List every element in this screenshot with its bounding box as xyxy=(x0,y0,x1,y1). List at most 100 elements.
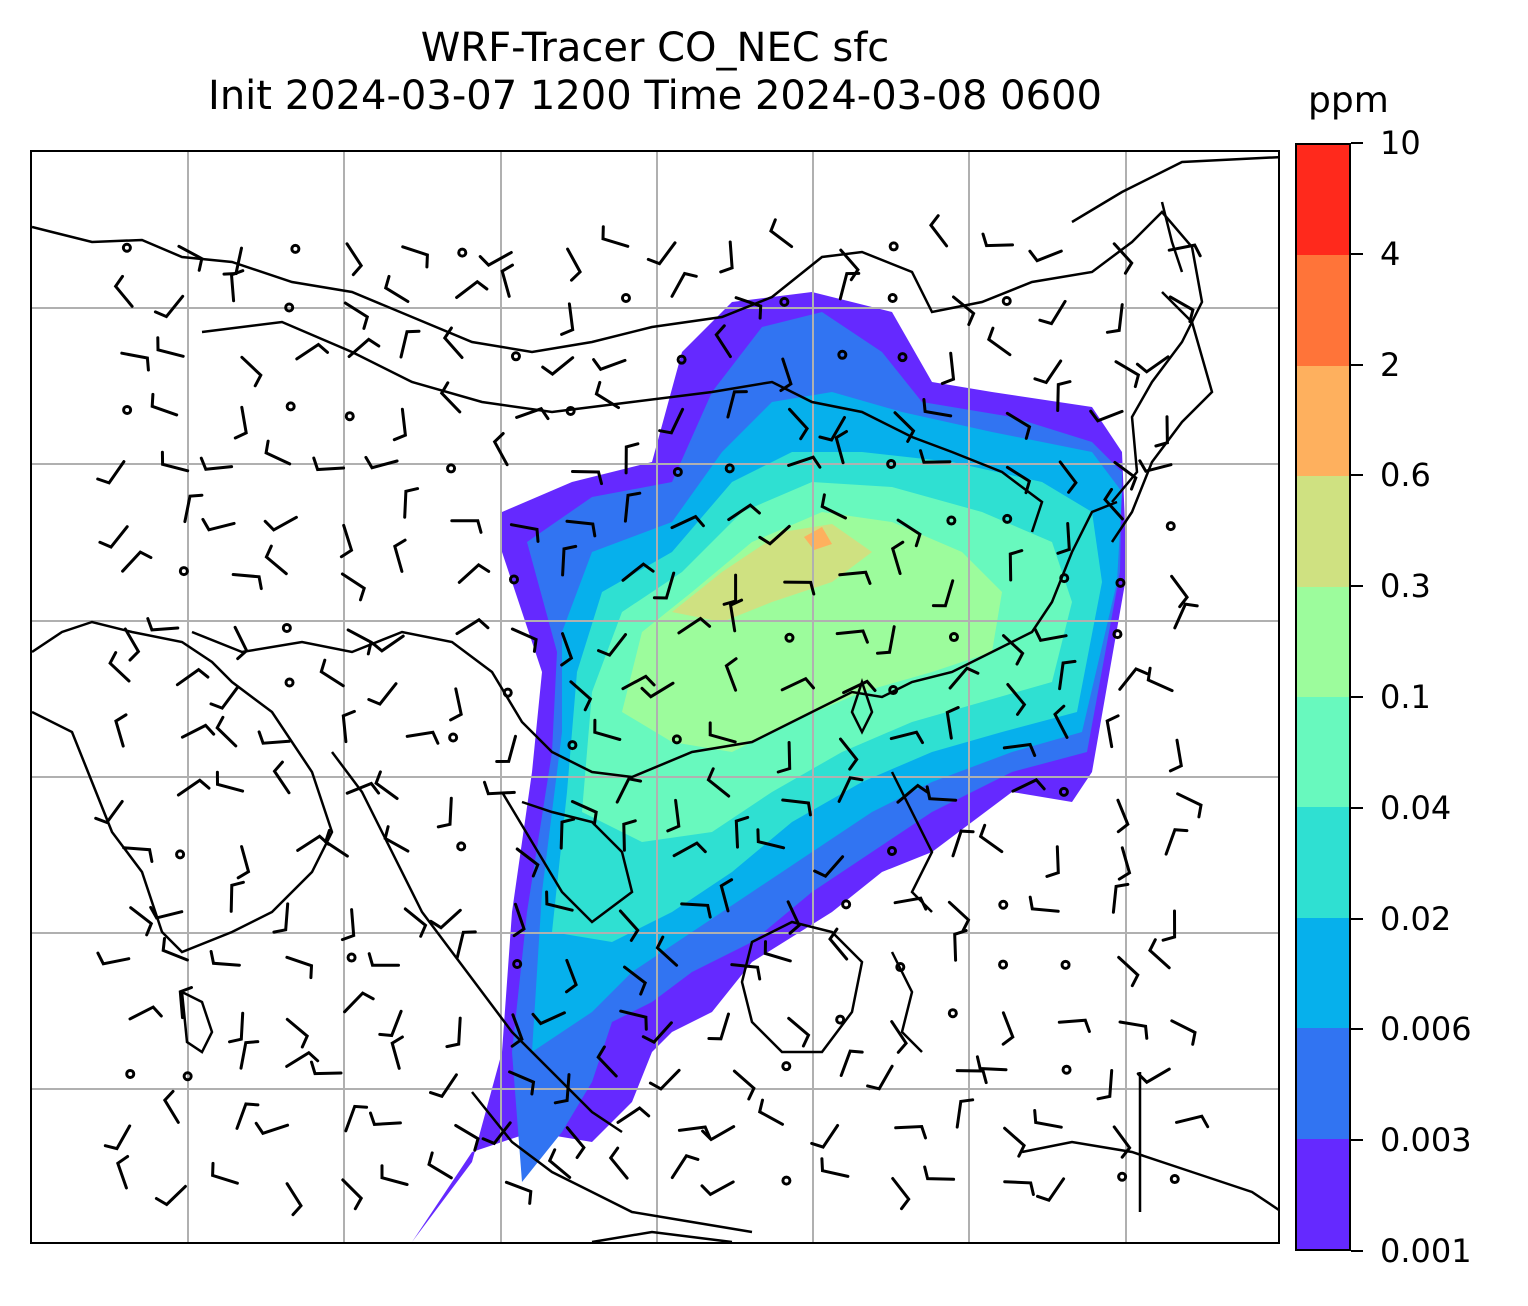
wind-barb xyxy=(231,573,263,591)
colorbar-tick xyxy=(1351,363,1363,366)
wind-barb xyxy=(1033,1109,1063,1129)
wind-barb xyxy=(838,570,872,585)
wind-barb xyxy=(454,1123,480,1152)
coastline-taiwan xyxy=(850,678,874,735)
calm-wind-marker xyxy=(835,1014,846,1025)
colorbar-tick-label: 10 xyxy=(1380,124,1421,162)
wind-barb xyxy=(727,503,761,522)
wind-barb xyxy=(734,296,763,320)
calm-wind-marker xyxy=(1169,1174,1180,1185)
wind-barb xyxy=(947,900,971,933)
wind-barb xyxy=(596,1045,618,1078)
wind-barb xyxy=(1136,1067,1171,1085)
wind-barb xyxy=(401,245,429,269)
wind-barb xyxy=(108,651,131,683)
figure-title: WRF-Tracer CO_NEC sfc Init 2024-03-07 12… xyxy=(30,24,1280,120)
wind-barb xyxy=(624,442,640,475)
wind-barb xyxy=(96,951,131,966)
wind-barb xyxy=(236,845,251,880)
wind-barb xyxy=(619,1009,648,1031)
wind-barb xyxy=(1028,249,1063,263)
wind-barb xyxy=(175,667,210,687)
calm-wind-marker xyxy=(284,677,295,688)
calm-wind-marker xyxy=(122,404,133,415)
wind-barb xyxy=(209,685,240,710)
wind-barb xyxy=(156,336,185,358)
wind-barb xyxy=(891,1177,911,1211)
calm-wind-marker xyxy=(887,292,898,303)
wind-barb xyxy=(842,679,877,695)
map-panel xyxy=(30,150,1280,1244)
wind-barb xyxy=(1164,828,1189,856)
calm-wind-marker xyxy=(781,1061,792,1072)
wind-barb xyxy=(123,627,141,662)
calm-wind-marker xyxy=(784,632,795,643)
wind-barb xyxy=(788,407,809,441)
coastline-indochina xyxy=(331,751,634,1134)
colorbar-tick-label: 0.6 xyxy=(1380,456,1431,495)
wind-barb xyxy=(146,617,180,632)
calm-wind-marker xyxy=(510,351,521,362)
wind-barb xyxy=(670,514,705,530)
wind-barb xyxy=(621,674,656,691)
wind-barb xyxy=(1118,667,1149,691)
calm-wind-marker xyxy=(456,841,467,852)
calm-wind-marker xyxy=(1115,577,1126,588)
wind-barb xyxy=(257,730,291,745)
wind-barb xyxy=(1105,303,1124,334)
wind-barb xyxy=(835,629,869,644)
wind-barb xyxy=(367,682,398,706)
wind-barb xyxy=(724,657,738,692)
wind-barb xyxy=(211,1161,239,1185)
wind-barb xyxy=(509,523,540,543)
wind-barb xyxy=(500,263,514,298)
wind-barb xyxy=(383,825,410,853)
calm-wind-marker xyxy=(175,849,186,860)
wind-barb xyxy=(1117,846,1132,881)
wind-barb xyxy=(344,1104,369,1133)
wind-barb xyxy=(364,455,399,470)
calm-wind-marker xyxy=(948,632,959,643)
calm-wind-marker xyxy=(182,1071,193,1082)
wind-barb xyxy=(103,1124,132,1151)
wind-barb xyxy=(1056,522,1071,555)
wind-barb xyxy=(876,625,896,655)
wind-barb xyxy=(1154,415,1169,448)
wind-barb xyxy=(560,632,574,667)
wind-barb xyxy=(233,405,248,440)
calm-wind-marker xyxy=(998,959,1009,970)
wind-barb xyxy=(728,598,744,633)
wind-barb xyxy=(160,450,190,473)
wind-barb xyxy=(312,456,346,472)
wind-barb xyxy=(1008,549,1024,582)
wind-barb xyxy=(1112,242,1134,275)
calm-wind-marker xyxy=(897,352,908,363)
wind-barb xyxy=(818,416,846,442)
wind-barb xyxy=(945,706,960,740)
wind-barb xyxy=(239,1040,260,1070)
wind-barb xyxy=(233,625,249,661)
colorbar-tick xyxy=(1351,1139,1363,1142)
wind-barb xyxy=(615,777,643,804)
calm-wind-marker xyxy=(567,740,578,751)
calm-wind-marker xyxy=(281,622,292,633)
wind-barb xyxy=(323,828,349,858)
wind-barb xyxy=(94,800,124,825)
wind-barb xyxy=(341,709,356,744)
wind-barb xyxy=(834,430,848,465)
calm-wind-marker xyxy=(1060,959,1071,970)
colorbar-tick-label: 0.003 xyxy=(1380,1121,1472,1160)
colorbar-segment xyxy=(1297,696,1349,808)
wind-barb xyxy=(183,493,204,524)
colorbar-tick-label: 4 xyxy=(1380,234,1401,273)
coastline-sumatra-java xyxy=(471,1091,753,1242)
wind-barb xyxy=(570,800,598,826)
wind-barb xyxy=(569,680,593,712)
calm-wind-marker xyxy=(724,463,735,474)
wind-barb xyxy=(161,937,189,962)
colorbar-tick xyxy=(1351,806,1363,809)
wind-barb xyxy=(779,357,793,392)
wind-barb xyxy=(343,301,370,330)
wind-barb xyxy=(734,815,750,849)
wind-barb xyxy=(129,906,154,937)
